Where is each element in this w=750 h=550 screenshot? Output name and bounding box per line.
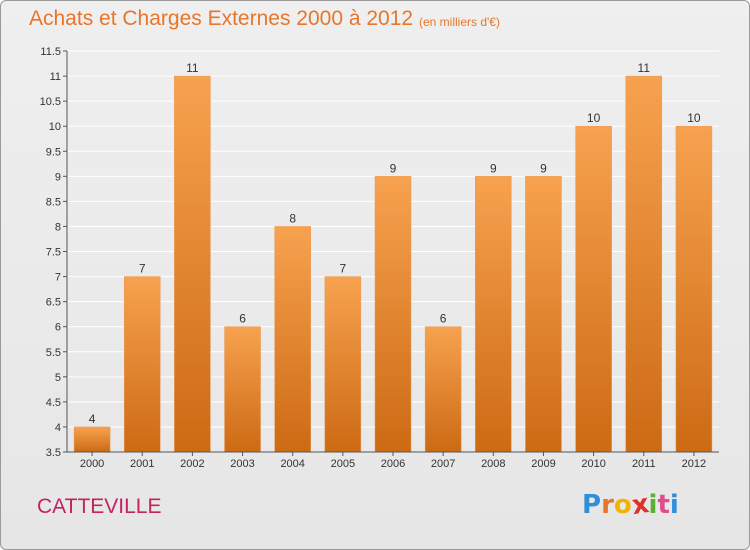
y-tick-label: 4 [55,422,61,434]
y-tick-label: 4.5 [46,397,61,409]
data-label-2000: 4 [89,412,96,426]
y-tick-label: 6 [55,322,61,334]
logo-letter: x [629,488,651,522]
chart-subtitle: (en milliers d'€) [419,15,500,29]
data-label-2010: 10 [587,111,601,125]
y-tick-label: 7.5 [46,247,61,259]
y-tick-label: 8.5 [46,196,61,208]
data-label-2003: 6 [239,312,246,326]
x-tick-label: 2000 [80,458,104,470]
logo-letter: i [648,490,658,520]
data-label-2011: 11 [638,61,651,75]
bar-2008 [475,176,512,453]
bar-2006 [374,176,412,453]
data-label-2002: 11 [186,61,199,75]
bar-2000 [73,426,111,453]
bar-2007 [424,326,462,453]
logo-letter: o [613,490,632,520]
data-label-2012: 10 [687,111,701,125]
x-tick-label: 2007 [431,458,455,470]
bar-2010 [575,125,612,453]
y-tick-label: 10 [49,121,61,133]
x-tick-label: 2012 [682,458,706,470]
bar-2002 [174,75,211,453]
label-layer: 4 7 11 6 8 7 9 6 9 9 10 11 10 [89,61,701,426]
y-tick-label: 5.5 [46,347,61,359]
x-tick-label: 2009 [531,458,555,470]
x-tick-label: 2011 [632,458,656,470]
data-label-2001: 7 [139,262,146,276]
x-tick-label: 2006 [381,458,405,470]
y-tick-label: 9.5 [46,146,61,158]
x-tick-label: 2010 [581,458,605,470]
commune-name: CATTEVILLE [37,495,162,518]
axis-layer: 3.5 4 4.5 5 5.5 6 6.5 7 7.5 8 8.5 9 9.5 10 10.5 11 11.5 2… [40,46,719,470]
bar-2001 [123,276,161,453]
y-tick-label: 10.5 [40,96,61,108]
y-tick-label: 9 [55,171,61,183]
y-tick-label: 3.5 [46,447,61,459]
bar-2005 [324,276,362,453]
y-tick-label: 11.5 [40,46,61,58]
x-tick-label: 2004 [280,458,304,470]
y-tick-label: 7 [55,272,61,284]
y-tick-label: 5 [55,372,61,384]
bar-2011 [625,75,663,453]
x-tick-label: 2005 [331,458,355,470]
y-tick-label: 6.5 [46,297,61,309]
bar-2004 [274,226,311,453]
bar-layer [73,75,713,453]
data-label-2006: 9 [390,161,397,175]
logo-letter: r [601,490,614,520]
chart-title: Achats et Charges Externes 2000 à 2012 [29,7,414,30]
bar-2009 [525,176,562,453]
bar-2003 [224,326,261,453]
x-tick-label: 2008 [481,458,505,470]
data-label-2008: 9 [490,161,497,175]
y-tick-label: 11 [50,71,61,83]
data-label-2004: 8 [289,211,296,225]
data-label-2007: 6 [440,312,447,326]
y-tick-label: 8 [55,221,61,233]
logo-letter: P [582,490,602,520]
x-tick-label: 2001 [130,458,154,470]
x-tick-label: 2002 [180,458,204,470]
proxiti-logo: Proxiti [582,488,679,522]
data-label-2005: 7 [340,262,347,276]
logo-letter: t [657,490,670,520]
logo-letter: i [669,490,679,520]
x-tick-label: 2003 [230,458,254,470]
data-label-2009: 9 [540,161,547,175]
bar-2012 [675,125,713,453]
